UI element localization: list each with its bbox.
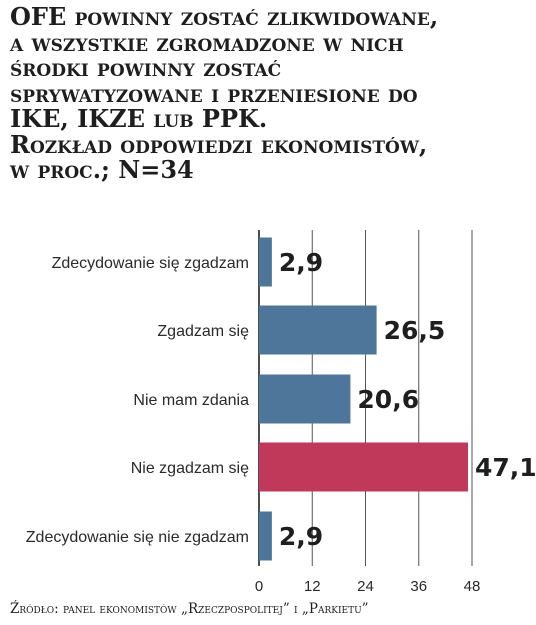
bar-1 [259,237,272,287]
value-label-1: 2,9 [279,248,323,277]
title-line-6: Rozkład odpowiedzi ekonomistów, [10,129,428,159]
bar-2 [259,305,377,355]
value-label-4: 47,1 [475,453,536,482]
value-label-5: 2,9 [279,522,323,551]
bar-5 [259,511,272,561]
category-label-5: Zdecydowanie się nie zgadzam [26,529,249,546]
category-label-4: Nie zgadzam się [131,460,249,477]
title-line-3: środki powinny zostać [10,53,282,82]
title-line-1: OFE powinny zostać zlikwidowane, [10,2,439,31]
tick-label-24: 24 [357,578,374,595]
category-label-3: Nie mam zdania [133,392,249,409]
bar-3 [259,374,351,424]
title-line-4: sprywatyzowane i przeniesione do [10,78,418,108]
title-line-7: w proc.; N=34 [10,155,194,184]
tick-label-12: 12 [304,578,321,595]
bar-chart: 2,9 Zdecydowanie się zgadzam 26,5 Zgadzam s… [26,230,536,595]
chart-title: OFE powinny zostać zlikwidowane, a wszys… [10,4,530,183]
title-line-5: IKE, IKZE lub PPK. [10,104,268,133]
tick-label-36: 36 [410,578,427,595]
category-label-1: Zdecydowanie się zgadzam [52,255,249,272]
tick-label-0: 0 [255,578,263,595]
value-label-3: 20,6 [357,385,419,414]
title-line-2: a wszystkie zgromadzone w nich [10,27,404,57]
category-label-2: Zgadzam się [157,323,249,340]
tick-label-48: 48 [464,578,481,595]
source-note: Źródło: panel ekonomistów „Rzeczpospolit… [10,601,369,617]
bar-4 [259,442,469,492]
value-label-2: 26,5 [384,316,446,345]
